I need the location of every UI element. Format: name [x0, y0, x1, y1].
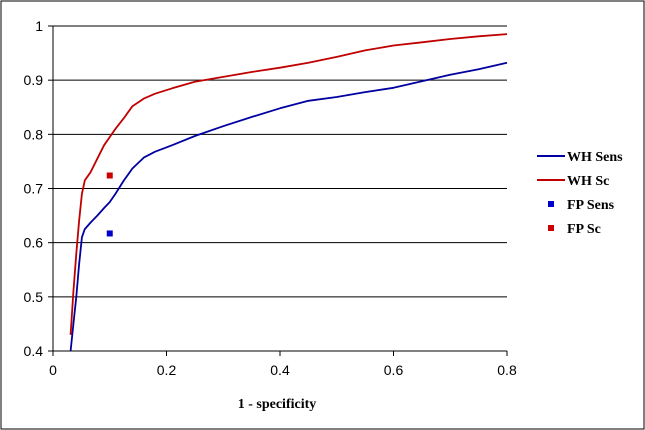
legend-item-wh-sc: WH Sc [537, 174, 609, 189]
legend: WH Sens WH Sc FP Sens FP Sc [537, 150, 623, 237]
legend-label: FP Sc [567, 222, 601, 237]
legend-label: WH Sc [567, 174, 609, 189]
legend-item-fp-sens: FP Sens [548, 198, 615, 213]
series-line-wh-sc [69, 33, 508, 335]
legend-item-wh-sens: WH Sens [537, 150, 623, 165]
series-points [106, 172, 113, 237]
x-tick-label: 0 [49, 362, 57, 378]
gridlines [53, 25, 507, 298]
y-tick-label: 0.6 [24, 235, 44, 251]
y-tick-label: 0.9 [24, 72, 44, 88]
x-tick-label: 0.2 [157, 362, 177, 378]
data-point-fp-sc [106, 172, 113, 179]
y-tick-label: 0.5 [24, 289, 44, 305]
y-tick-labels: 0.4 0.5 0.6 0.7 0.8 0.9 1 [24, 18, 44, 359]
x-tick-label: 0.8 [497, 362, 517, 378]
axes [48, 25, 508, 356]
y-tick-label: 0.8 [24, 126, 44, 142]
legend-label: WH Sens [567, 150, 623, 165]
x-tick-label: 0.4 [270, 362, 290, 378]
data-point-fp-sens [106, 230, 113, 237]
legend-swatch [548, 201, 554, 207]
x-tick-labels: 0 0.2 0.4 0.6 0.8 [49, 362, 517, 378]
legend-label: FP Sens [567, 198, 615, 213]
x-axis-title: 1 - specificity [238, 397, 317, 412]
y-tick-label: 0.4 [24, 343, 44, 359]
legend-item-fp-sc: FP Sc [548, 222, 601, 237]
series-lines [69, 33, 508, 352]
legend-swatch [548, 225, 554, 231]
x-tick-label: 0.6 [384, 362, 404, 378]
y-tick-label: 0.7 [24, 181, 44, 197]
series-line-wh-sens [69, 61, 508, 352]
y-tick-label: 1 [35, 18, 43, 34]
